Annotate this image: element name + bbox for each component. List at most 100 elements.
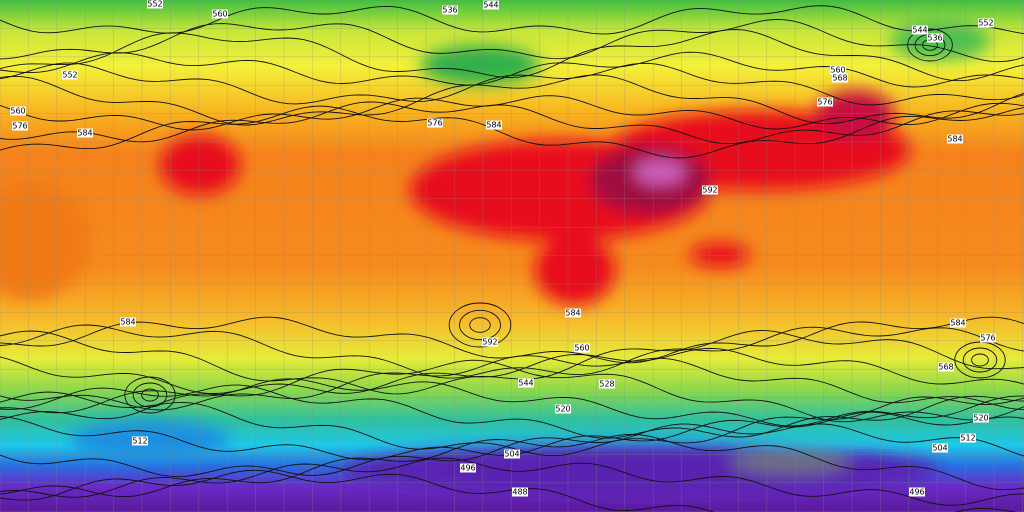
label-bg — [599, 379, 615, 389]
contour-line — [0, 457, 1024, 506]
contour-ring — [448, 302, 512, 348]
label-bg — [504, 449, 520, 459]
label-bg — [486, 120, 502, 130]
label-bg — [932, 443, 948, 453]
contour-label: 488 — [512, 488, 527, 497]
contour-ring — [971, 353, 989, 367]
label-bg — [565, 308, 581, 318]
label-bg — [10, 106, 26, 116]
label-bg — [512, 487, 528, 497]
contour-label: 560 — [574, 344, 589, 353]
label-bg — [442, 5, 458, 15]
contour-label: 504 — [504, 450, 519, 459]
contour-ring — [124, 376, 176, 414]
label-bg — [555, 404, 571, 414]
contour-label: 584 — [120, 318, 135, 327]
contour-ring — [469, 317, 491, 333]
label-bg — [980, 333, 996, 343]
contour-label: 576 — [980, 334, 995, 343]
label-bg — [702, 185, 718, 195]
contour-label: 560 — [10, 107, 25, 116]
label-bg — [947, 134, 963, 144]
contour-label: 576 — [427, 119, 442, 128]
contour-line — [0, 378, 1024, 427]
contour-line — [0, 423, 1024, 478]
label-bg — [120, 317, 136, 327]
contour-ring — [132, 382, 168, 408]
label-bg — [912, 25, 928, 35]
contour-line — [0, 101, 1024, 145]
label-bg — [973, 413, 989, 423]
label-bg — [62, 70, 78, 80]
contour-label: 584 — [950, 319, 965, 328]
label-bg — [574, 343, 590, 353]
contour-line — [0, 95, 1024, 131]
temperature-blobs — [0, 20, 990, 495]
contour-line — [0, 51, 1024, 88]
label-bg — [132, 436, 148, 446]
label-bg — [460, 463, 476, 473]
label-bg — [518, 378, 534, 388]
contour-label: 512 — [132, 437, 147, 446]
label-bg — [960, 433, 976, 443]
contour-label: 496 — [909, 488, 924, 497]
contour-line — [0, 18, 1024, 63]
label-bg — [427, 118, 443, 128]
contour-label: 512 — [960, 434, 975, 443]
label-bg — [212, 9, 228, 19]
contour-label: 520 — [555, 405, 570, 414]
label-bg — [832, 73, 848, 83]
contour-line — [0, 330, 1024, 395]
contour-label: 520 — [973, 414, 988, 423]
contour-label: 592 — [702, 186, 717, 195]
contour-label: 592 — [482, 338, 497, 347]
label-bg — [950, 318, 966, 328]
contour-line — [0, 355, 1024, 411]
contour-label: 552 — [147, 0, 162, 9]
contour-label: 576 — [817, 98, 832, 107]
label-bg — [147, 0, 163, 9]
contour-line — [0, 433, 1024, 498]
label-bg — [12, 121, 28, 131]
contour-label: 584 — [77, 129, 92, 138]
contour-label: 560 — [830, 66, 845, 75]
contour-label: 552 — [978, 19, 993, 28]
contour-label: 544 — [518, 379, 533, 388]
contour-line — [0, 359, 1024, 423]
contour-label: 504 — [932, 444, 947, 453]
contour-line — [0, 391, 1024, 457]
contour-label: 528 — [599, 380, 614, 389]
contour-label: 536 — [442, 6, 457, 15]
contour-line — [0, 29, 1024, 82]
contour-label: 584 — [486, 121, 501, 130]
contour-line — [0, 62, 1024, 106]
contour-ring — [907, 28, 953, 62]
label-bg — [927, 33, 943, 43]
label-bg — [830, 65, 846, 75]
contour-label: 568 — [938, 363, 953, 372]
contour-line — [0, 74, 1024, 126]
contour-label: 544 — [483, 1, 498, 10]
contour-label: 568 — [832, 74, 847, 83]
contour-label: 584 — [565, 309, 580, 318]
contour-label: 576 — [12, 122, 27, 131]
contour-label: 536 — [927, 34, 942, 43]
contour-ring — [141, 388, 159, 402]
label-bg — [483, 0, 499, 10]
contour-label: 560 — [212, 10, 227, 19]
contour-label: 544 — [912, 26, 927, 35]
contour-label: 584 — [947, 135, 962, 144]
label-bg — [978, 18, 994, 28]
label-bg — [909, 487, 925, 497]
contour-ring — [459, 309, 501, 341]
label-bg — [77, 128, 93, 138]
label-bg — [817, 97, 833, 107]
contour-line — [0, 105, 1024, 159]
contour-label: 496 — [460, 464, 475, 473]
label-bg — [482, 337, 498, 347]
label-bg — [938, 362, 954, 372]
